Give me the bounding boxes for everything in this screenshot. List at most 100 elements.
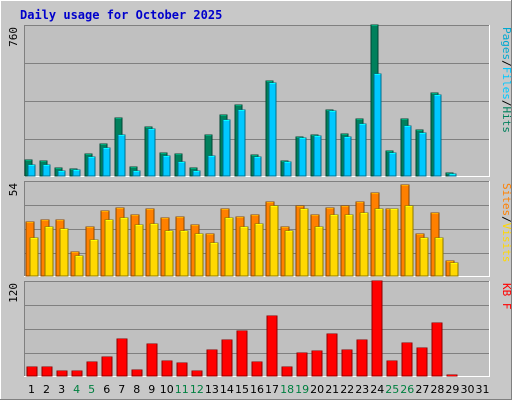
bar-kbytes-day-15-body [236,330,248,377]
side-legend-part-hits-2: Files [500,67,512,100]
bar-kbytes-day-20-body [311,350,323,377]
bar-sites-day-6-body [104,219,114,277]
bar-sites-day-20-body [314,226,324,277]
bar-files-day-3 [57,170,66,177]
x-tick-label-11: 11 [175,383,189,396]
bar-kbytes-day-26 [401,342,413,377]
side-legend-part-visits-0: Sites [500,183,512,216]
bar-sites-day-29 [449,262,459,277]
bar-kbytes-day-7 [116,338,128,377]
bar-kbytes-day-28-body [431,322,443,377]
bar-kbytes-day-21-body [326,333,338,377]
x-tick-label-23: 23 [355,383,369,396]
bar-sites-day-6 [104,219,114,277]
bar-kbytes-day-6 [101,356,113,377]
bar-sites-day-24-body [374,208,384,277]
x-tick-label-9: 9 [148,383,155,396]
bar-files-day-20-body [313,135,322,177]
bar-files-day-5 [87,156,96,177]
bar-kbytes-day-25 [386,360,398,377]
x-tick-label-29: 29 [445,383,459,396]
bar-kbytes-day-24-body [371,280,383,377]
bar-files-day-5-body [87,156,96,177]
bar-files-day-22-body [343,136,352,177]
bar-files-day-22 [343,136,352,177]
bar-sites-day-18-body [284,230,294,277]
bar-kbytes-day-2-body [41,366,53,377]
bar-files-day-2 [42,164,51,177]
x-tick-label-15: 15 [235,383,249,396]
x-tick-label-24: 24 [370,383,384,396]
x-tick-label-27: 27 [415,383,429,396]
side-legend-part-hits-0: Pages [500,27,512,60]
bar-sites-day-27 [419,237,429,277]
bar-sites-day-25 [389,208,399,277]
side-legend-part-kbytes-1 [500,296,512,303]
bar-files-day-12 [192,170,201,177]
bar-files-day-21-body [328,110,337,177]
ymax-label-visits: 54 [7,183,20,197]
bar-kbytes-day-15 [236,330,248,377]
x-tick-label-13: 13 [205,383,219,396]
bar-kbytes-day-13-body [206,349,218,377]
bar-files-day-10-body [162,155,171,177]
bar-files-day-24 [373,73,382,177]
bar-sites-day-9 [149,223,159,277]
bar-files-day-9-body [147,128,156,177]
x-tick-label-6: 6 [103,383,110,396]
x-tick-label-2: 2 [43,383,50,396]
x-tick-label-12: 12 [190,383,204,396]
bar-files-day-28 [433,94,442,177]
bar-sites-day-27-body [419,237,429,277]
bar-kbytes-day-23 [356,339,368,377]
bar-files-day-29 [448,173,457,177]
bar-kbytes-day-20 [311,350,323,377]
x-tick-label-21: 21 [325,383,339,396]
side-legend-kbytes: KB F [500,283,512,310]
bar-sites-day-24 [374,208,384,277]
bar-sites-day-1-body [29,237,39,277]
bar-sites-day-10 [164,230,174,277]
x-tick-label-31: 31 [476,383,490,396]
bar-files-day-26 [403,125,412,177]
bar-files-day-23-body [358,123,367,177]
bar-files-day-8 [132,170,141,177]
bar-sites-day-25-body [389,208,399,277]
bar-kbytes-day-6-body [101,356,113,377]
bar-sites-day-17-body [269,205,279,277]
bar-kbytes-day-11 [176,362,188,377]
bar-sites-day-15-body [239,226,249,277]
bar-files-day-6 [102,147,111,177]
bar-sites-day-11-body [179,230,189,277]
side-legend-part-kbytes-0: KB [500,283,512,297]
bar-sites-day-14-body [224,217,234,277]
bar-sites-day-5-body [89,239,99,277]
bar-kbytes-day-21 [326,333,338,377]
bar-files-day-25-body [388,152,397,177]
bar-files-day-13 [207,155,216,177]
bar-files-day-7-body [117,134,126,177]
bar-files-day-18 [283,161,292,177]
bar-kbytes-day-13 [206,349,218,377]
bar-kbytes-day-9-body [146,343,158,377]
bar-kbytes-day-8 [131,369,143,377]
bar-kbytes-day-11-body [176,362,188,377]
bar-sites-day-13 [209,242,219,277]
x-tick-label-26: 26 [400,383,414,396]
bar-sites-day-2 [44,226,54,277]
bar-sites-day-12-body [194,233,204,277]
bar-files-day-19 [298,137,307,177]
x-tick-label-19: 19 [295,383,309,396]
bar-sites-day-15 [239,226,249,277]
bar-kbytes-day-18 [281,366,293,377]
side-legend-part-kbytes-2: F [500,303,512,310]
bar-sites-day-7 [119,217,129,277]
bar-sites-day-21 [329,214,339,277]
bar-kbytes-day-10 [161,360,173,377]
bar-kbytes-day-25-body [386,360,398,377]
x-tick-label-28: 28 [430,383,444,396]
bar-files-day-15 [237,109,246,177]
bar-files-day-9 [147,128,156,177]
